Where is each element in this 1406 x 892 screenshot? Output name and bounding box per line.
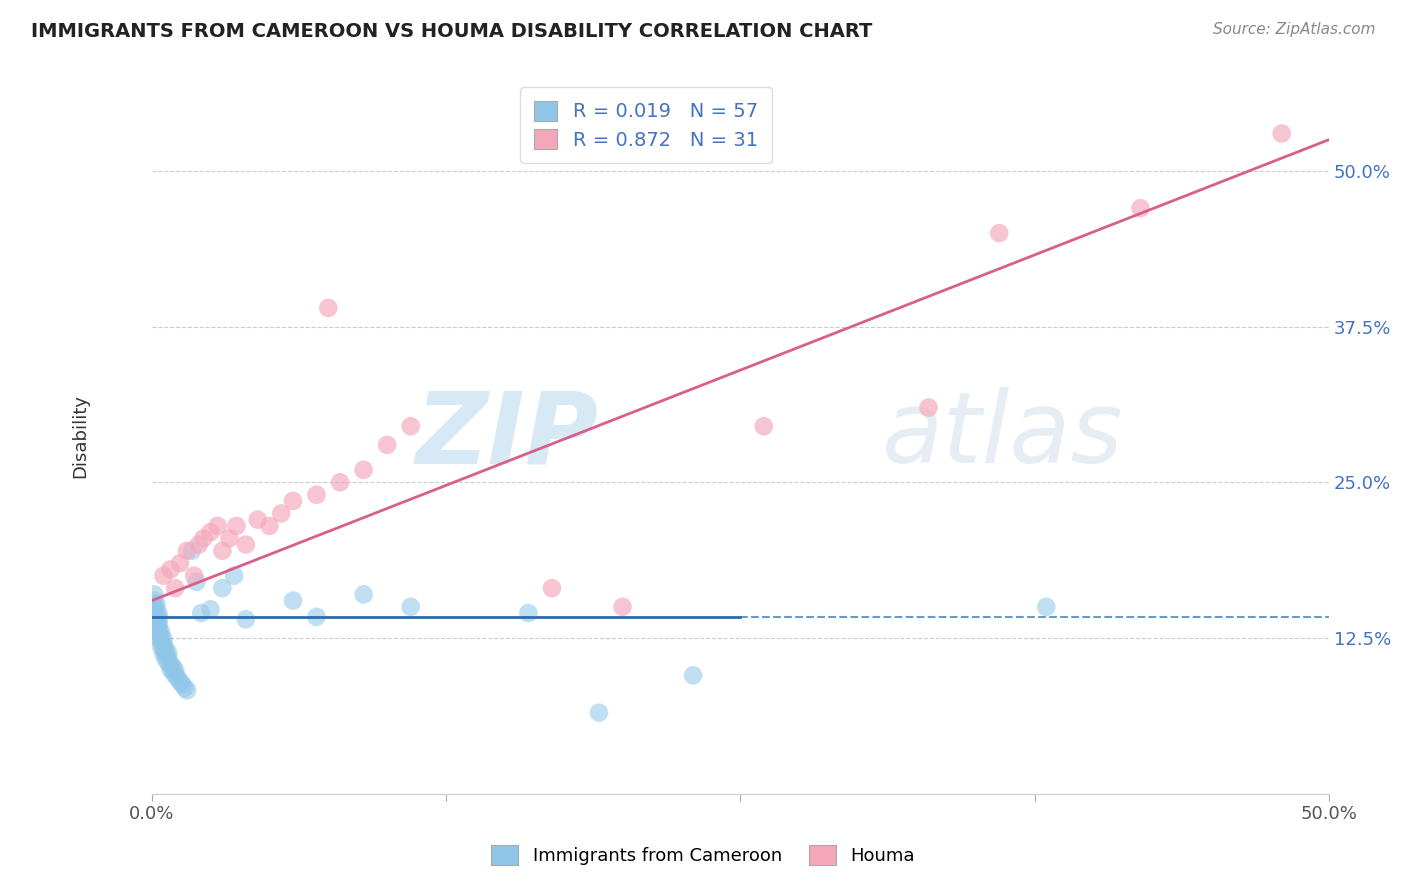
Point <box>176 543 198 558</box>
Point <box>148 631 170 645</box>
Point <box>157 651 180 665</box>
Point <box>148 622 170 636</box>
Point <box>162 659 184 673</box>
Point <box>329 475 352 490</box>
Point <box>173 681 195 695</box>
Point <box>375 438 398 452</box>
Point <box>399 419 422 434</box>
Point <box>169 556 191 570</box>
Point <box>211 543 233 558</box>
Point <box>152 568 174 582</box>
Point <box>145 598 167 612</box>
Point <box>143 606 166 620</box>
Text: ZIP: ZIP <box>416 387 599 484</box>
Point <box>281 494 304 508</box>
Point <box>305 609 328 624</box>
Point <box>176 683 198 698</box>
Point <box>180 543 202 558</box>
Text: Source: ZipAtlas.com: Source: ZipAtlas.com <box>1212 22 1375 37</box>
Point <box>187 537 209 551</box>
Point <box>218 531 240 545</box>
Point <box>193 531 215 545</box>
Point <box>172 677 194 691</box>
Point <box>150 634 173 648</box>
Point <box>157 656 180 670</box>
Point <box>166 671 188 685</box>
Point <box>988 226 1011 240</box>
Point <box>162 665 184 679</box>
Point <box>259 519 281 533</box>
Point <box>145 624 167 639</box>
Text: atlas: atlas <box>882 387 1123 484</box>
Point <box>353 587 375 601</box>
Point <box>150 630 173 644</box>
Point <box>157 646 180 660</box>
Point <box>211 581 233 595</box>
Point <box>145 618 167 632</box>
Point <box>224 568 246 582</box>
Point <box>682 668 704 682</box>
Point <box>190 606 212 620</box>
Point <box>207 519 229 533</box>
Point <box>145 606 167 620</box>
Point <box>152 637 174 651</box>
Point <box>143 599 166 614</box>
Point <box>145 602 167 616</box>
Point <box>235 537 257 551</box>
Point <box>148 607 170 622</box>
Point <box>305 488 328 502</box>
Point <box>159 662 181 676</box>
Point <box>165 581 187 595</box>
Point <box>143 587 166 601</box>
Point <box>588 706 610 720</box>
Point <box>1035 599 1057 614</box>
Point <box>270 507 292 521</box>
Legend: R = 0.019   N = 57, R = 0.872   N = 31: R = 0.019 N = 57, R = 0.872 N = 31 <box>520 87 772 163</box>
Point <box>246 513 269 527</box>
Point <box>183 568 205 582</box>
Point <box>517 606 540 620</box>
Point <box>150 640 173 654</box>
Point <box>165 668 187 682</box>
Point <box>200 602 222 616</box>
Point <box>1271 127 1294 141</box>
Point <box>281 593 304 607</box>
Point <box>155 652 177 666</box>
Point <box>148 612 170 626</box>
Point <box>143 612 166 626</box>
Point <box>159 562 181 576</box>
Point <box>200 525 222 540</box>
Point <box>150 624 173 639</box>
Point <box>152 647 174 661</box>
Point <box>917 401 939 415</box>
Point <box>148 627 170 641</box>
Point <box>1129 201 1152 215</box>
Point <box>225 519 247 533</box>
Point <box>612 599 634 614</box>
Point <box>353 463 375 477</box>
Point <box>541 581 564 595</box>
Point <box>152 632 174 647</box>
Point <box>143 593 166 607</box>
Point <box>169 674 191 689</box>
Point <box>155 647 177 661</box>
Y-axis label: Disability: Disability <box>72 393 89 477</box>
Point <box>152 642 174 657</box>
Legend: Immigrants from Cameroon, Houma: Immigrants from Cameroon, Houma <box>482 836 924 874</box>
Point <box>752 419 775 434</box>
Point <box>316 301 339 315</box>
Point <box>165 664 187 678</box>
Point <box>155 642 177 657</box>
Point <box>399 599 422 614</box>
Point <box>148 617 170 632</box>
Point <box>186 574 208 589</box>
Text: IMMIGRANTS FROM CAMEROON VS HOUMA DISABILITY CORRELATION CHART: IMMIGRANTS FROM CAMEROON VS HOUMA DISABI… <box>31 22 872 41</box>
Point <box>145 612 167 626</box>
Point <box>159 657 181 672</box>
Point <box>235 612 257 626</box>
